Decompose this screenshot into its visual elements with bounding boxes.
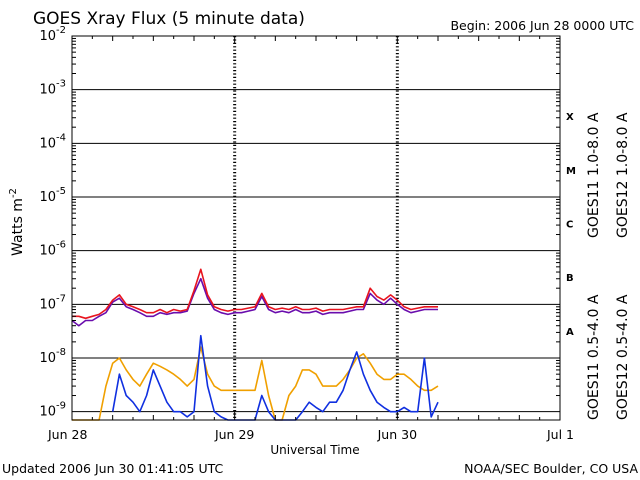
flare-class-label: A: [566, 327, 574, 338]
legend-goes11-long: GOES11 1.0-8.0 A: [586, 112, 602, 238]
series-line-0: [71, 277, 438, 327]
x-tick-label: Jul 1: [546, 427, 574, 442]
y-tick-label: 10-8: [39, 347, 66, 366]
chart-title: GOES Xray Flux (5 minute data): [33, 9, 305, 29]
y-tick-label: 10-6: [39, 240, 66, 259]
series-line-3: [111, 334, 439, 421]
legend-goes11-short: GOES11 0.5-4.0 A: [586, 294, 602, 420]
flare-class-label: M: [566, 166, 576, 177]
y-tick-label: 10-9: [39, 401, 66, 420]
y-tick-label: 10-2: [39, 25, 66, 44]
x-tick-label: Jun 28: [47, 427, 87, 442]
ticks-layer: 10-2 10-3 10-4 10-5 10-6 10-7 10-8 10-9 Jun 28 Ju…: [39, 25, 576, 442]
flare-class-label: X: [566, 112, 574, 123]
flare-class-label: C: [566, 220, 573, 231]
x-tick-label: Jun 30: [377, 427, 417, 442]
y-axis-title: Watts m-2: [8, 188, 26, 256]
series-line-1: [72, 268, 438, 320]
begin-label: Begin: 2006 Jun 28 0000 UTC: [450, 18, 634, 33]
plot-frame: [71, 35, 561, 421]
y-tick-label: 10-5: [39, 186, 66, 205]
y-tick-label: 10-4: [39, 132, 66, 151]
updated-label: Updated 2006 Jun 30 01:41:05 UTC: [2, 461, 224, 476]
x-tick-label: Jun 29: [214, 427, 254, 442]
y-tick-label: 10-3: [39, 79, 66, 98]
x-axis-title: Universal Time: [270, 443, 359, 457]
series-line-2: [72, 346, 439, 421]
series-layer: [71, 268, 439, 421]
flare-class-label: B: [566, 273, 574, 284]
legend-goes12-long: GOES12 1.0-8.0 A: [615, 112, 631, 238]
credit-label: NOAA/SEC Boulder, CO USA: [464, 461, 638, 476]
legend-goes12-short: GOES12 0.5-4.0 A: [615, 294, 631, 420]
y-tick-label: 10-7: [39, 293, 66, 312]
grid-layer: [72, 36, 560, 420]
